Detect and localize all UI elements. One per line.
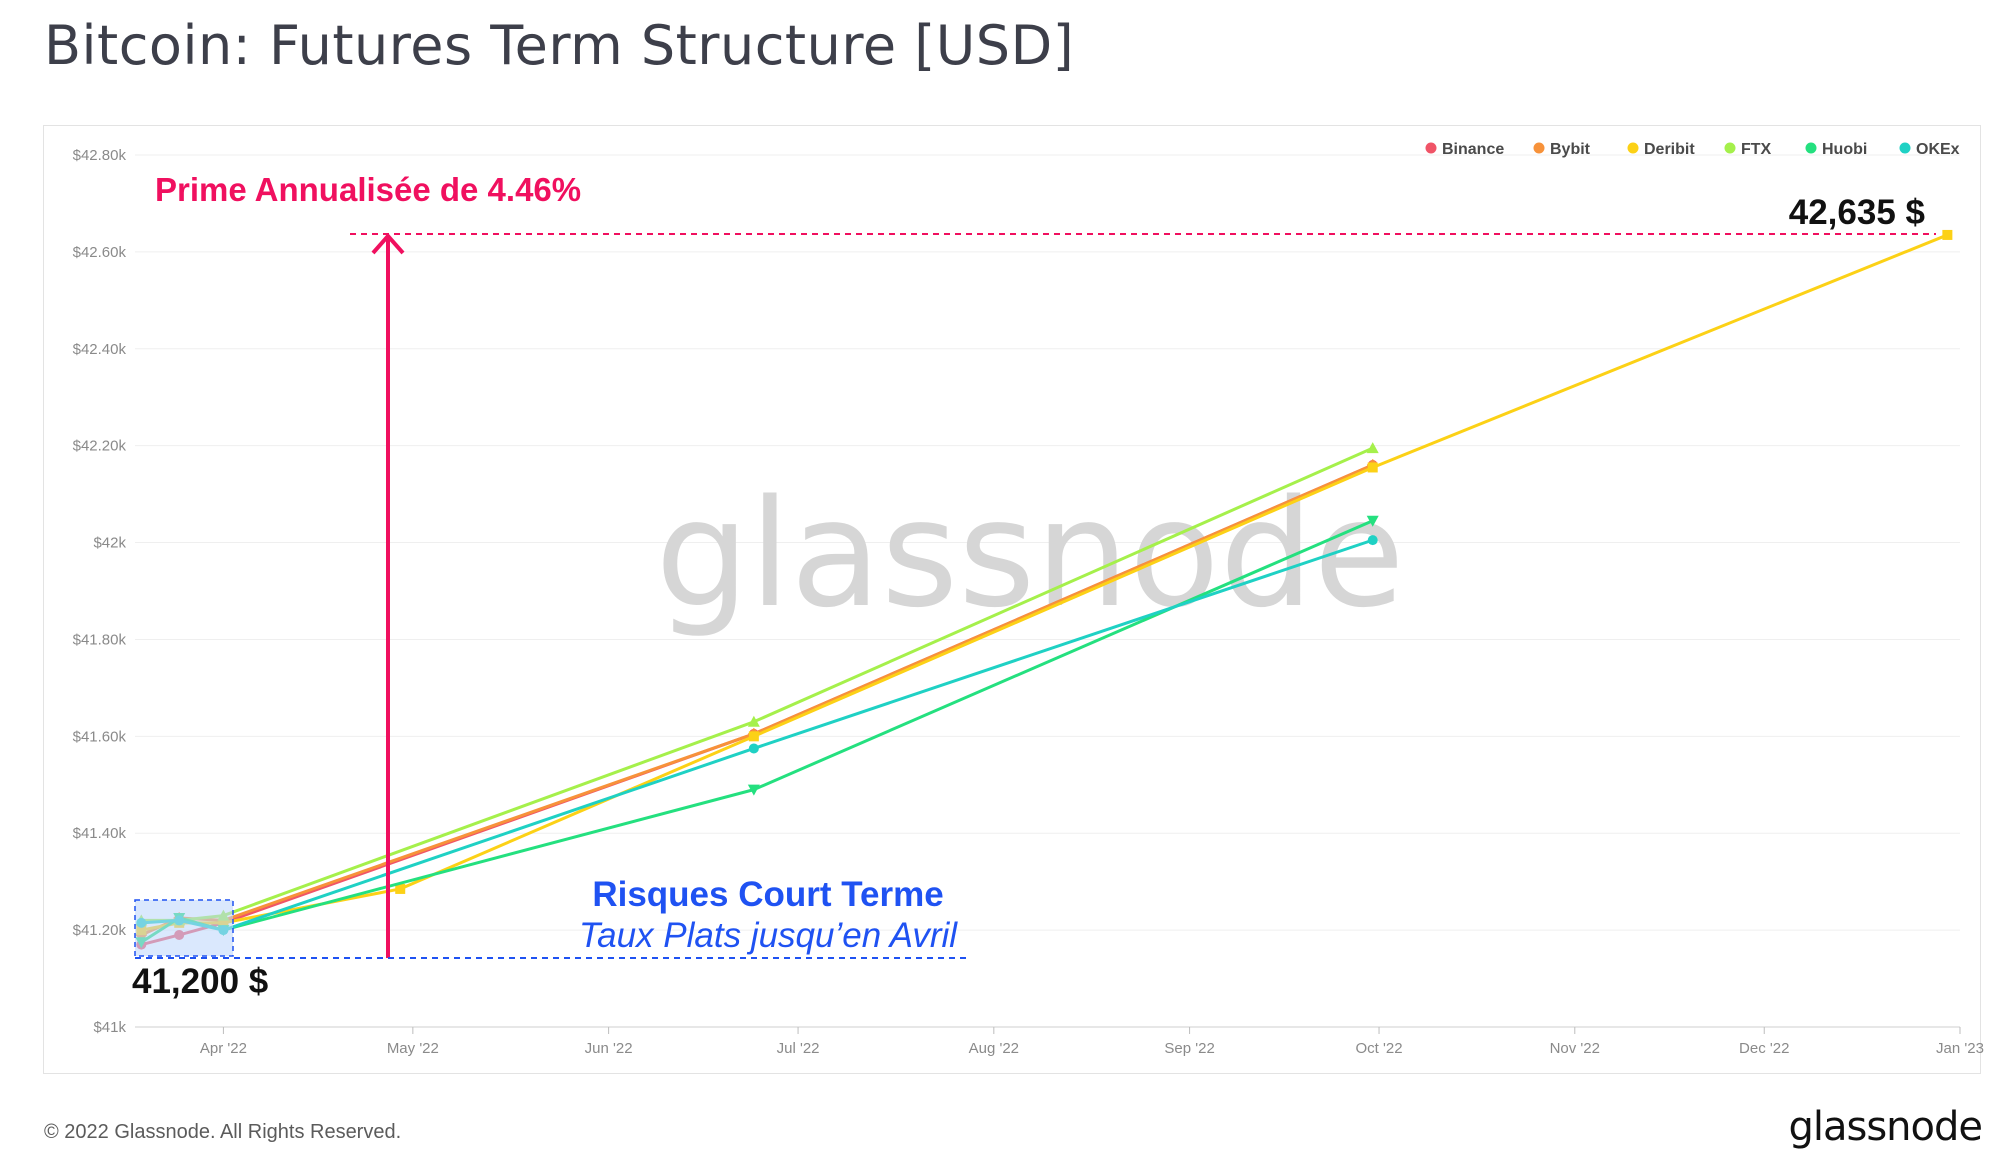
footer-copyright: © 2022 Glassnode. All Rights Reserved.: [44, 1121, 402, 1143]
legend-item-huobi[interactable]: Huobi: [1805, 141, 1868, 158]
grid-layer: [135, 154, 1960, 1028]
x-tick-label: Oct '22: [1355, 1040, 1402, 1057]
x-tick-label: Jan '23: [1936, 1040, 1984, 1057]
x-tick-label: Jul '22: [777, 1040, 820, 1057]
legend-swatch: [1805, 142, 1817, 154]
data-point: [1366, 442, 1379, 454]
y-tick-label: $42.80k: [73, 147, 127, 164]
y-axis: $41k $41.20k $41.40k $41.60k $41.80k $42k $42.…: [73, 147, 127, 1036]
data-point: [1367, 535, 1378, 546]
y-tick-label: $41.20k: [73, 922, 127, 939]
premium-arrow-head: [371, 232, 405, 255]
data-point: [395, 883, 406, 894]
data-point: [1366, 515, 1379, 527]
x-tick-label: Dec '22: [1739, 1040, 1789, 1057]
x-tick-label: Apr '22: [200, 1040, 247, 1057]
legend-label: FTX: [1741, 141, 1772, 158]
y-tick-label: $41k: [93, 1019, 126, 1036]
data-point: [748, 731, 759, 742]
footer-logo: glassnode: [1788, 1104, 1983, 1150]
data-point: [1367, 462, 1378, 473]
chart-panel: [43, 125, 1981, 1074]
x-tick-label: Nov '22: [1550, 1040, 1600, 1057]
y-tick-label: $42.40k: [73, 341, 127, 358]
legend-swatch: [1899, 142, 1911, 154]
data-point: [1942, 229, 1953, 240]
legend-item-binance[interactable]: Binance: [1425, 141, 1505, 158]
legend-item-bybit[interactable]: Bybit: [1533, 141, 1591, 158]
y-tick-label: $41.60k: [73, 728, 127, 745]
legend-swatch: [1724, 142, 1736, 154]
y-tick-label: $41.80k: [73, 631, 127, 648]
x-tick-label: Aug '22: [969, 1040, 1019, 1057]
legend-item-deribit[interactable]: Deribit: [1627, 141, 1696, 158]
legend-swatch: [1425, 142, 1437, 154]
short-term-highlight: [134, 899, 234, 957]
legend-swatch: [1627, 142, 1639, 154]
start-price-label: 41,200 $: [132, 962, 268, 1001]
legend-label: OKEx: [1916, 141, 1960, 158]
watermark-glassnode: glassnode: [655, 468, 1404, 640]
legend-item-okex[interactable]: OKEx: [1899, 141, 1960, 158]
data-point: [747, 715, 760, 727]
x-axis: Apr '22 May '22 Jun '22 Jul '22 Aug '22 Sep '…: [200, 1027, 1984, 1057]
legend-item-ftx[interactable]: FTX: [1724, 141, 1772, 158]
y-tick-label: $41.40k: [73, 825, 127, 842]
premium-label: Prime Annualisée de 4.46%: [155, 171, 581, 208]
legend-label: Huobi: [1822, 141, 1867, 158]
legend-label: Bybit: [1550, 141, 1591, 158]
x-tick-label: Sep '22: [1164, 1040, 1214, 1057]
legend-label: Deribit: [1644, 141, 1695, 158]
y-tick-label: $42.60k: [73, 244, 127, 261]
data-point: [747, 784, 760, 796]
legend-swatch: [1533, 142, 1545, 154]
short-term-title: Risques Court Terme: [592, 875, 943, 914]
y-tick-label: $42.20k: [73, 438, 127, 455]
page-title: Bitcoin: Futures Term Structure [USD]: [44, 14, 1075, 77]
y-tick-label: $42k: [93, 535, 126, 552]
x-tick-label: Jun '22: [585, 1040, 633, 1057]
data-point: [748, 743, 759, 754]
x-tick-label: May '22: [387, 1040, 439, 1057]
legend: Binance Bybit Deribit FTX Huobi OKEx: [1425, 141, 1960, 158]
short-term-subtitle: Taux Plats jusqu’en Avril: [579, 916, 958, 955]
legend-label: Binance: [1442, 141, 1504, 158]
end-price-label: 42,635 $: [1789, 193, 1925, 232]
